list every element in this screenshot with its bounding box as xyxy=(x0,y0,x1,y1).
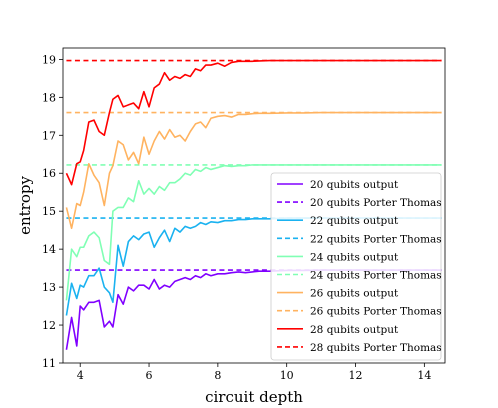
legend-label-24-qubits-output: 24 qubits output xyxy=(310,251,399,263)
legend-label-22-qubits-porter-thomas: 22 qubits Porter Thomas xyxy=(310,233,442,245)
legend-label-26-qubits-output: 26 qubits output xyxy=(310,288,399,300)
x-tick-label-10: 10 xyxy=(280,369,294,382)
y-axis-label: entropy xyxy=(16,176,34,235)
y-tick-label-18: 18 xyxy=(42,91,56,104)
x-tick-label-4: 4 xyxy=(77,369,84,382)
series-line-20-qubits-output xyxy=(65,269,442,350)
legend: 20 qubits output 20 qubits Porter Thomas 2… xyxy=(270,172,442,361)
x-tick-label-6: 6 xyxy=(146,369,153,382)
legend-box xyxy=(270,172,442,361)
legend-label-26-qubits-porter-thomas: 26 qubits Porter Thomas xyxy=(310,306,442,318)
legend-label-24-qubits-porter-thomas: 24 qubits Porter Thomas xyxy=(310,270,442,282)
y-tick-label-15: 15 xyxy=(42,205,56,218)
y-tick-label-14: 14 xyxy=(42,243,56,256)
x-axis-label: circuit depth xyxy=(205,388,303,406)
legend-label-20-qubits-output: 20 qubits output xyxy=(310,179,399,191)
x-tick-label-14: 14 xyxy=(417,369,431,382)
x-tick-label-8: 8 xyxy=(214,369,221,382)
y-tick-label-17: 17 xyxy=(42,129,56,142)
series-line-28-qubits-output xyxy=(65,59,442,186)
y-tick-label-19: 19 xyxy=(42,53,56,66)
x-tick-label-12: 12 xyxy=(349,369,363,382)
legend-label-20-qubits-porter-thomas: 20 qubits Porter Thomas xyxy=(310,197,442,209)
y-tick-label-16: 16 xyxy=(42,167,56,180)
series-layer xyxy=(65,59,442,350)
plot-frame xyxy=(62,47,446,364)
y-tick-label-11: 11 xyxy=(42,357,56,370)
legend-label-22-qubits-output: 22 qubits output xyxy=(310,215,399,227)
legend-label-28-qubits-output: 28 qubits output xyxy=(310,324,399,336)
legend-label-28-qubits-porter-thomas: 28 qubits Porter Thomas xyxy=(310,342,442,354)
y-tick-label-12: 12 xyxy=(42,319,56,332)
ticks-layer: 4 6 8 10 12 14 11 12 13 14 15 16 17 18 19 xyxy=(42,53,431,382)
y-tick-label-13: 13 xyxy=(42,281,56,294)
